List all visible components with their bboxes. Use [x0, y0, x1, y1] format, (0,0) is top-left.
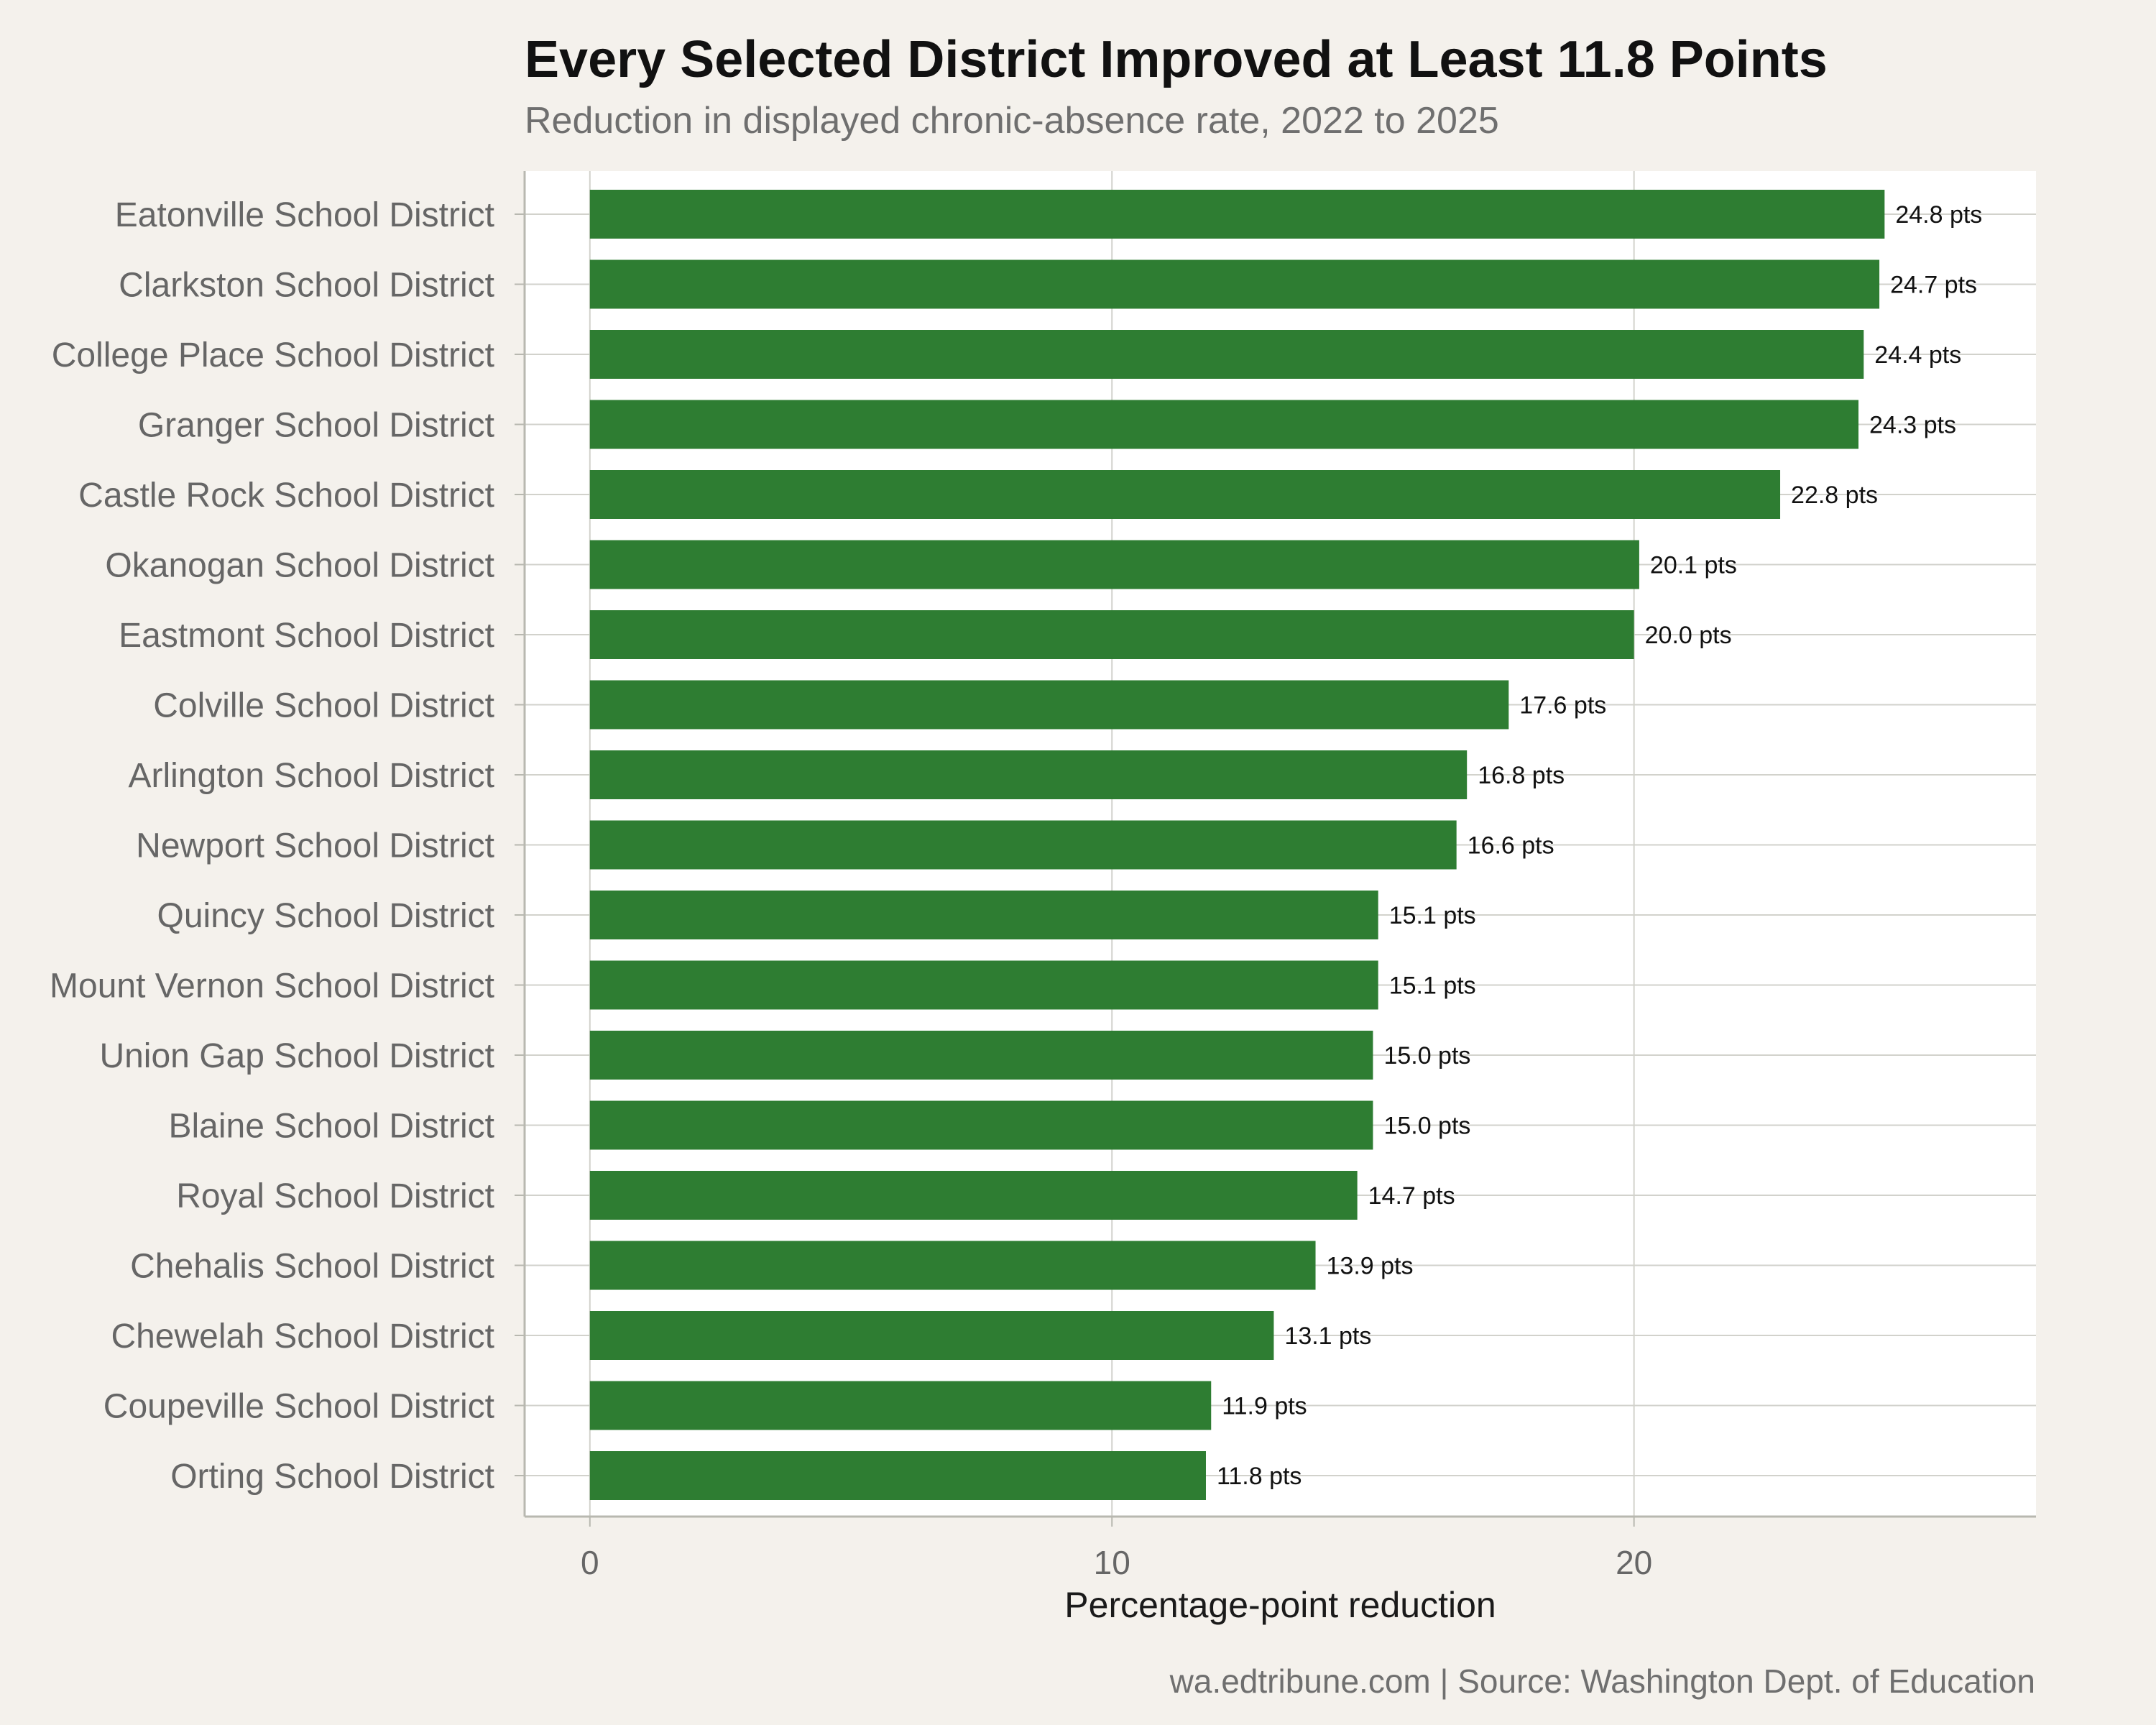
bar-value-label: 16.6 pts	[1468, 832, 1554, 860]
bar-value-label: 11.9 pts	[1222, 1393, 1307, 1420]
bar-value-label: 24.8 pts	[1895, 201, 1982, 229]
bar-value-label: 16.8 pts	[1478, 762, 1565, 789]
category-label: College Place School District	[52, 336, 494, 374]
bar	[589, 259, 1880, 309]
category-label: Clarkston School District	[119, 267, 494, 305]
category-label: Quincy School District	[157, 897, 494, 935]
bar-value-label: 20.0 pts	[1645, 622, 1732, 649]
bar	[589, 891, 1378, 939]
bar	[589, 1451, 1206, 1500]
bar-value-label: 22.8 pts	[1791, 482, 1878, 509]
x-axis-title: Percentage-point reduction	[1064, 1585, 1496, 1625]
bar	[589, 1171, 1358, 1220]
bar	[589, 750, 1468, 799]
bar	[589, 960, 1378, 1010]
category-label: Newport School District	[136, 827, 494, 865]
category-label: Granger School District	[138, 407, 494, 445]
x-tick-label: 0	[581, 1544, 599, 1581]
category-label: Colville School District	[153, 687, 494, 725]
bar-value-label: 11.8 pts	[1217, 1463, 1302, 1490]
bar-value-label: 15.1 pts	[1389, 902, 1476, 929]
bar-value-label: 20.1 pts	[1650, 552, 1737, 579]
bar	[589, 820, 1457, 870]
bar	[589, 1100, 1373, 1150]
category-label: Coupeville School District	[103, 1388, 494, 1426]
bar-value-label: 17.6 pts	[1519, 692, 1606, 719]
category-label: Castle Rock School District	[78, 477, 494, 515]
source-caption: wa.edtribune.com | Source: Washington De…	[1169, 1662, 2035, 1700]
bar-value-label: 24.7 pts	[1890, 272, 1977, 299]
bar	[589, 1311, 1274, 1360]
x-tick-label: 10	[1094, 1544, 1130, 1581]
bar	[589, 1031, 1373, 1080]
category-label: Eatonville School District	[115, 196, 494, 234]
category-label: Orting School District	[170, 1458, 494, 1496]
category-label: Mount Vernon School District	[50, 967, 494, 1006]
category-label: Union Gap School District	[99, 1037, 494, 1075]
bar	[589, 1381, 1212, 1430]
bar-value-label: 13.9 pts	[1327, 1253, 1414, 1280]
bar-value-label: 14.7 pts	[1368, 1182, 1455, 1210]
bar	[589, 190, 1885, 239]
bar	[589, 680, 1509, 730]
category-label: Chewelah School District	[111, 1317, 494, 1356]
category-label: Royal School District	[176, 1177, 494, 1215]
bar-value-label: 15.1 pts	[1389, 972, 1476, 1000]
bar-value-label: 15.0 pts	[1383, 1113, 1470, 1140]
bar	[589, 330, 1864, 379]
bar	[589, 540, 1639, 589]
bar-value-label: 15.0 pts	[1383, 1042, 1470, 1070]
chart-subtitle: Reduction in displayed chronic-absence r…	[525, 100, 1499, 142]
bar	[589, 610, 1634, 659]
bar-value-label: 24.4 pts	[1874, 341, 1961, 369]
category-label: Arlington School District	[128, 757, 494, 795]
bar	[589, 470, 1781, 519]
bar-value-label: 24.3 pts	[1869, 412, 1956, 439]
bar-value-label: 13.1 pts	[1284, 1322, 1371, 1350]
bar	[589, 400, 1859, 449]
chart-title: Every Selected District Improved at Leas…	[525, 31, 1828, 88]
category-label: Eastmont School District	[119, 617, 494, 655]
category-label: Blaine School District	[168, 1108, 494, 1146]
x-tick-label: 20	[1616, 1544, 1652, 1581]
bar	[589, 1241, 1316, 1290]
category-label: Chehalis School District	[130, 1248, 494, 1286]
category-label: Okanogan School District	[105, 547, 494, 585]
